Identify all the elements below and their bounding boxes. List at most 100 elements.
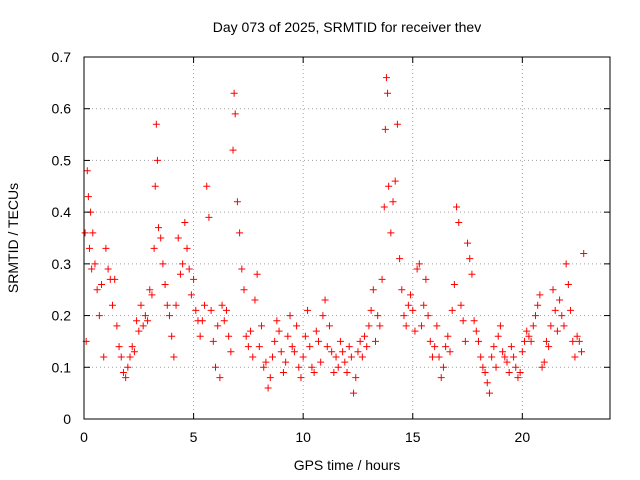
data-point [185,265,193,273]
data-point [251,296,259,304]
data-point [93,286,101,294]
y-tick-label: 0 [63,411,71,427]
data-point [538,363,546,371]
data-point [531,312,539,320]
axis-ticks: 0 5 10 15 20 0 0.1 0.2 0.3 0.4 0.5 0.6 0.7 [52,49,610,445]
data-point [190,275,198,283]
x-axis-label: GPS time / hours [294,457,401,473]
data-point [564,281,572,289]
data-point [144,317,152,325]
data-point [104,265,112,273]
data-point [367,306,375,314]
data-point [350,389,358,397]
data-point [201,301,209,309]
data-point [98,281,106,289]
data-point [343,368,351,376]
data-point [238,265,246,273]
data-point [286,312,294,320]
data-point [249,353,257,361]
data-point [88,265,96,273]
data-point [477,353,485,361]
data-point [122,374,130,382]
data-point [222,306,230,314]
data-point [141,312,149,320]
x-tick-label: 15 [405,429,421,445]
data-point [365,322,373,330]
data-point [551,306,559,314]
data-point [470,317,478,325]
data-point [198,317,206,325]
data-point [183,244,191,252]
data-point [516,368,524,376]
data-point [404,301,412,309]
data-point [573,332,581,340]
data-point [514,374,522,382]
data-point [503,358,511,366]
data-point [457,301,465,309]
y-tick-label: 0.3 [52,256,72,272]
data-point [207,306,215,314]
data-point [297,374,305,382]
data-point [179,260,187,268]
data-point [352,374,360,382]
data-point [133,317,141,325]
data-point [124,363,132,371]
data-point [181,218,189,226]
data-point [472,327,480,335]
data-point [567,306,575,314]
data-point [159,260,167,268]
data-point [148,291,156,299]
data-point [396,255,404,263]
data-point [492,363,500,371]
data-point [334,363,342,371]
data-point [439,363,447,371]
data-point [266,374,274,382]
data-point [393,120,401,128]
data-point [135,327,143,335]
data-point [446,348,454,356]
data-point [315,337,323,345]
data-point [330,368,338,376]
data-point [490,343,498,351]
data-point [119,368,127,376]
data-point [455,218,463,226]
data-point [479,363,487,371]
data-point [214,322,222,330]
data-point [562,260,570,268]
data-point [328,348,336,356]
data-point [345,343,353,351]
data-point [279,368,287,376]
data-point [196,332,204,340]
data-point [172,301,180,309]
data-point [117,353,125,361]
data-point [253,270,261,278]
y-tick-label: 0.5 [52,152,72,168]
data-point [450,281,458,289]
plot-frame [83,56,611,420]
data-point [521,337,529,345]
data-point [111,275,119,283]
data-point [165,312,173,320]
data-point [290,348,298,356]
data-point [376,322,384,330]
data-point [542,337,550,345]
x-tick-label: 0 [80,429,88,445]
data-point [325,322,333,330]
data-point [556,296,564,304]
data-point [152,120,160,128]
data-point [84,193,92,201]
data-point [381,125,389,133]
data-point [398,286,406,294]
data-point [569,337,577,345]
data-point [299,353,307,361]
data-point [422,275,430,283]
data-point [174,234,182,242]
data-point [216,374,224,382]
y-axis-label: SRMTID / TECUs [5,183,21,293]
data-point [444,332,452,340]
data-point [227,348,235,356]
data-point [108,301,116,309]
data-point [485,389,493,397]
data-point [494,332,502,340]
data-point [268,353,276,361]
